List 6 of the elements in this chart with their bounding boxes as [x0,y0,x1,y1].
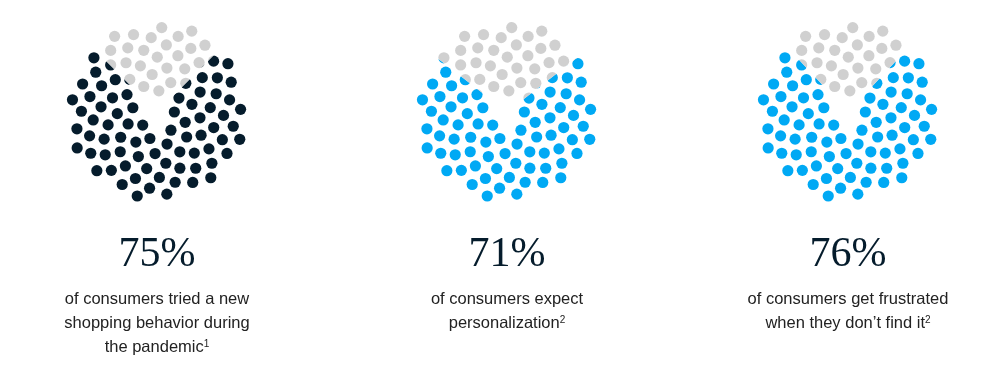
data-label: 75% [118,229,196,275]
text: of consumers get frustrated when they don’t find it$^{2}$ [747,289,949,331]
data-label: 76% [809,229,887,275]
text: of consumers expect personalization$^{2}$ [430,289,584,331]
text: of consumers tried a new shopping behavior during the pandemic$^{1}$ [64,289,250,355]
data-label: 71% [468,229,546,275]
